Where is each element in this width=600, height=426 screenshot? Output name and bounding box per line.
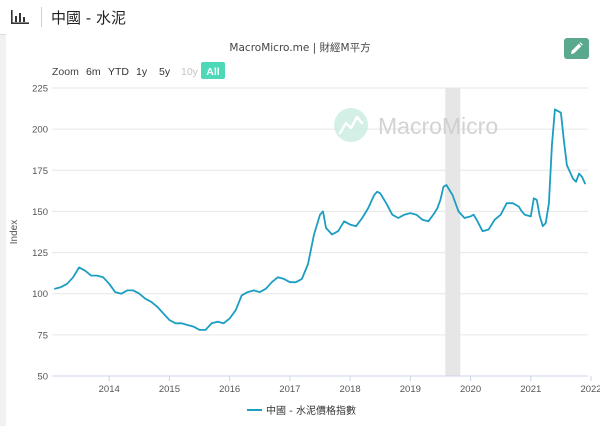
zoom-button-ytd[interactable]: YTD [108,66,129,78]
x-tick-label: 2021 [520,384,541,395]
zoom-button-all-bg [201,62,225,79]
macromicro-logo-icon [334,108,368,142]
zoom-button-6m-label: 6m [86,66,101,78]
x-tick-label: 2016 [219,384,240,395]
zoom-button-5y-label: 5y [159,66,171,78]
pencil-icon [571,42,583,54]
series-line [54,108,586,331]
legend[interactable]: 中國 - 水泥價格指數 [247,404,356,417]
y-axis-title: Index [9,220,20,244]
y-tick-label: 50 [37,372,48,383]
zoom-button-1y[interactable]: 1y [136,66,148,78]
y-tick-label: 100 [32,289,48,300]
zoom-button-1y-label: 1y [136,66,148,78]
grid-lines [52,87,588,336]
zoom-button-10y[interactable]: 10y [181,66,199,78]
y-tick-label: 200 [32,125,48,136]
y-tick-label: 150 [32,207,48,218]
y-tick-label: 225 [32,84,48,95]
zoom-button-all[interactable]: All [201,62,225,79]
zoom-bar: Zoom 6m YTD 1y 5y 10y All [52,62,225,79]
chart-source: MacroMicro.me | 財經M平方 [229,41,370,54]
x-axis-ticks: 2014 2015 2016 2017 2018 2019 2020 2021 2022 [99,376,600,395]
x-tick-label: 2022 [580,384,600,395]
bar-chart-icon [11,10,29,24]
watermark: MacroMicro [334,108,498,142]
legend-label: 中國 - 水泥價格指數 [266,404,356,417]
edit-button[interactable] [564,38,589,59]
page-title: 中國 - 水泥 [51,9,126,27]
x-tick-label: 2015 [159,384,180,395]
y-tick-label: 175 [32,166,48,177]
chart-card [6,34,600,426]
x-tick-label: 2019 [400,384,421,395]
zoom-button-all-label: All [206,66,220,78]
x-tick-label: 2018 [340,384,361,395]
y-tick-label: 125 [32,248,48,259]
zoom-button-10y-label: 10y [181,66,199,78]
zoom-button-ytd-label: YTD [108,66,129,78]
x-tick-label: 2014 [99,384,120,395]
watermark-text: MacroMicro [378,113,498,139]
zoom-button-6m[interactable]: 6m [86,66,101,78]
zoom-label: Zoom [52,66,79,78]
y-axis-ticks: 50 75 100 125 150 175 200 225 [32,84,48,383]
shaded-band [445,88,461,376]
header-divider [41,7,42,27]
zoom-button-5y[interactable]: 5y [159,66,171,78]
y-tick-label: 75 [37,330,48,341]
x-tick-label: 2020 [460,384,481,395]
x-tick-label: 2017 [279,384,300,395]
